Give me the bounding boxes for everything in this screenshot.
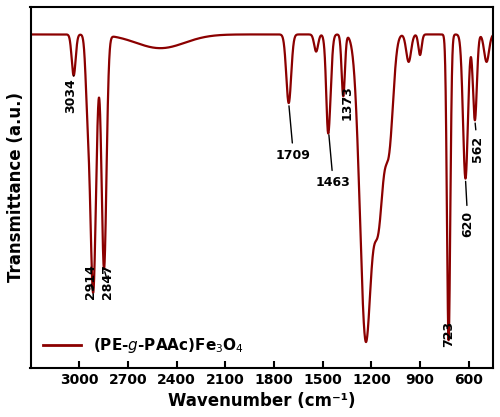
Text: 1463: 1463 <box>316 135 350 189</box>
Legend: (PE-$g$-PAAc)Fe$_3$O$_4$: (PE-$g$-PAAc)Fe$_3$O$_4$ <box>38 332 249 360</box>
Text: 723: 723 <box>442 321 455 347</box>
Text: 3034: 3034 <box>64 75 77 113</box>
Text: 1709: 1709 <box>276 106 311 161</box>
Text: 1373: 1373 <box>341 85 354 121</box>
Y-axis label: Transmittance (a.u.): Transmittance (a.u.) <box>7 92 25 282</box>
Text: 562: 562 <box>471 123 484 161</box>
X-axis label: Wavenumber (cm⁻¹): Wavenumber (cm⁻¹) <box>168 392 356 410</box>
Text: 2914: 2914 <box>84 264 97 299</box>
Text: 2847: 2847 <box>101 264 114 299</box>
Text: 620: 620 <box>462 181 474 237</box>
